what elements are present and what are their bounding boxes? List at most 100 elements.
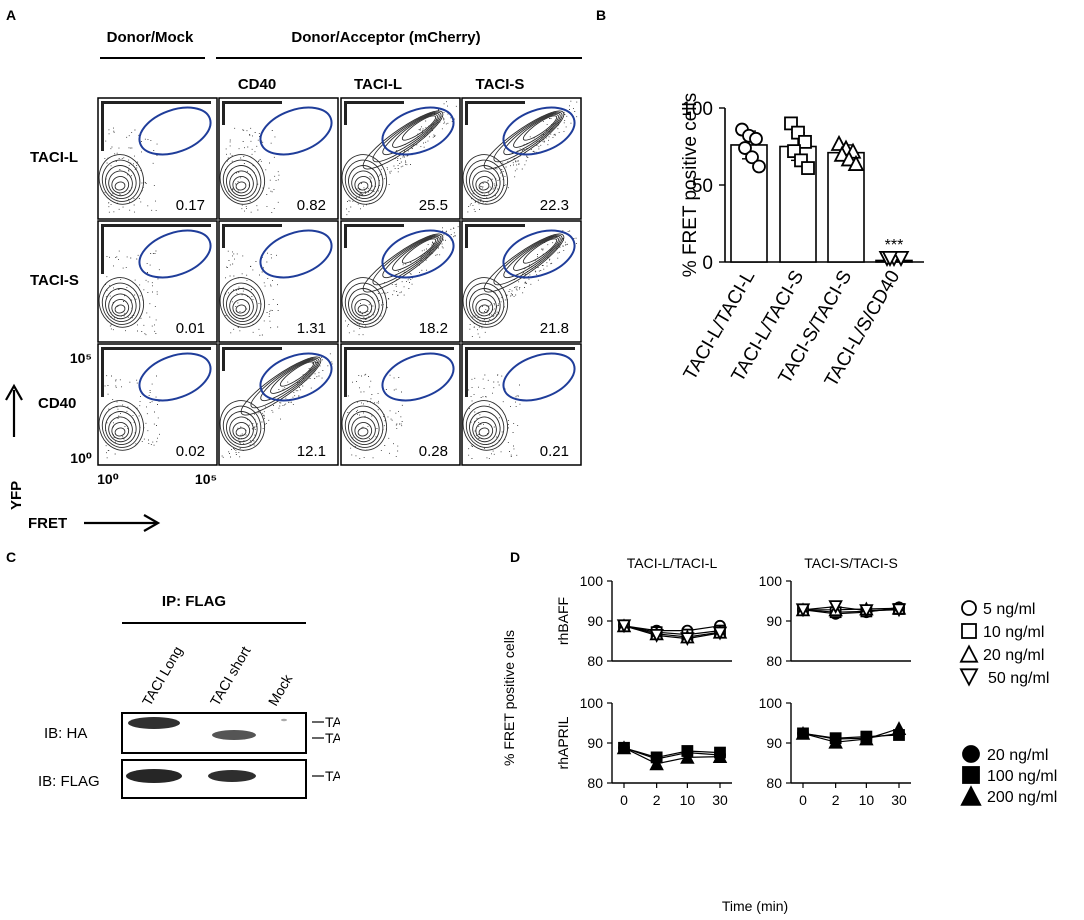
fret-gate-percentage: 0.21 [540,443,569,460]
y-tick-label: 90 [587,735,603,751]
donor-acceptor-header: Donor/Acceptor (mCherry) [291,29,480,46]
facs-axis-pileup [101,101,104,151]
series-point [680,632,695,647]
panel-c: C IP: FLAG TACI Long TACI short Mock IB:… [6,549,340,799]
facs-axis-pileup [101,347,211,350]
ib-ha-label: IB: HA [44,725,87,742]
facs-contour-diagonal [362,233,444,293]
series-line [623,747,721,765]
series-point [616,740,632,755]
band-ha-mock [281,718,287,722]
series-point [649,629,664,643]
lane-label-taci-short: TACI short [207,643,254,708]
data-point [892,250,910,268]
facs-contour [344,405,384,448]
facs-axis-pileup [344,347,347,397]
ib-flag-label: IB: FLAG [38,773,100,790]
facs-axis-pileup [344,224,347,248]
legend-label: 100 ng/ml [987,768,1057,785]
panel-d-label: D [510,549,520,565]
facs-plot-r3-c1: 0.02 [97,343,218,466]
band-ha-taci-l [128,717,180,729]
y-tick-label: 50 [692,176,713,197]
x-axis-label-fret: FRET [28,515,67,532]
fret-gate-percentage: 0.82 [297,197,326,214]
facs-plot-frame [218,97,339,220]
facs-contour [462,154,509,205]
facs-plot-r1-c1: 0.17 [97,97,218,220]
series-line [623,625,721,632]
y-axis-label: % FRET positive cells [680,93,701,277]
data-point [738,141,752,155]
facs-axis-pileup [344,101,347,125]
facs-contour [229,170,254,197]
facs-plot-frame [461,343,582,466]
x-tick-label: 30 [712,792,728,808]
panel-a-label: A [6,7,16,23]
x-tick-label: 2 [832,792,840,808]
facs-contour-diagonal [279,361,315,387]
facs-contour [351,293,376,320]
facs-contour [348,288,380,323]
fret-gate-percentage: 22.3 [540,197,569,214]
data-point [798,134,812,149]
facs-axis-pileup [344,224,404,227]
facs-contour-diagonal [503,112,561,156]
fret-gate-percentage: 0.28 [419,443,448,460]
facs-contour [235,181,247,191]
facs-contour-diagonal [522,238,558,264]
facs-contour [226,288,258,323]
legend-label: 20 ng/ml [987,747,1048,764]
facs-contour [108,293,133,320]
fret-gate-percentage: 0.02 [176,443,205,460]
series-point [795,603,811,618]
facs-contour [357,181,369,191]
line-chart-2: 80 90 100 TACI-S/TACI-S [759,555,911,669]
facs-contour [219,154,266,205]
data-point [801,161,815,175]
yfp-arrow-head [5,383,23,401]
facs-axis-pileup [344,101,404,104]
y-tick-label: 90 [587,613,603,629]
facs-contour-diagonal [250,357,320,409]
series-point [859,604,874,619]
band-label-ha-taci-l: TACI-L [325,714,340,730]
facs-contour [226,165,258,200]
col-header-taci-s: TACI-S [476,76,525,93]
fret-gate-percentage: 0.17 [176,197,205,214]
facs-contour-diagonal [240,356,322,416]
facs-axis-pileup [465,347,468,397]
line-chart-3: 80 90 100 0 2 10 30 rhAPRIL [555,695,732,808]
facs-contour [348,411,380,446]
fret-gate [502,106,576,156]
fret-gate [502,352,576,402]
panel-d-xlabel: Time (min) [722,898,788,914]
x-tick-label: 0 [620,792,628,808]
y-tick-label: 80 [587,653,603,669]
panel-a: A Donor/Mock Donor/Acceptor (mCherry) CD… [5,7,582,532]
facs-contour [101,159,141,202]
significance-label: *** [885,237,904,254]
series-point [616,619,632,634]
facs-plot-r2-c1: 0.01 [97,220,218,343]
facs-axis-pileup [101,101,211,104]
facs-axis-pileup [222,224,282,227]
facs-contour [222,159,262,202]
x-tick-right: 10⁵ [195,471,217,487]
y-tick-label: 100 [681,99,713,120]
facs-contour [108,416,133,443]
facs-contour [341,400,388,451]
fret-gate [259,229,333,279]
facs-contour [105,288,137,323]
series-line [623,625,721,640]
band-label-flag-taci-l: TACI-L [325,768,340,784]
facs-axis-pileup [101,224,104,274]
lane-label-taci-long: TACI Long [139,643,186,708]
facs-contour [357,304,369,314]
legend-marker [961,623,977,639]
facs-scatter-dots [104,127,158,213]
chart-title: TACI-L/TACI-L [627,555,718,571]
fret-gate [381,352,455,402]
data-point [881,250,899,268]
facs-contour [472,170,497,197]
